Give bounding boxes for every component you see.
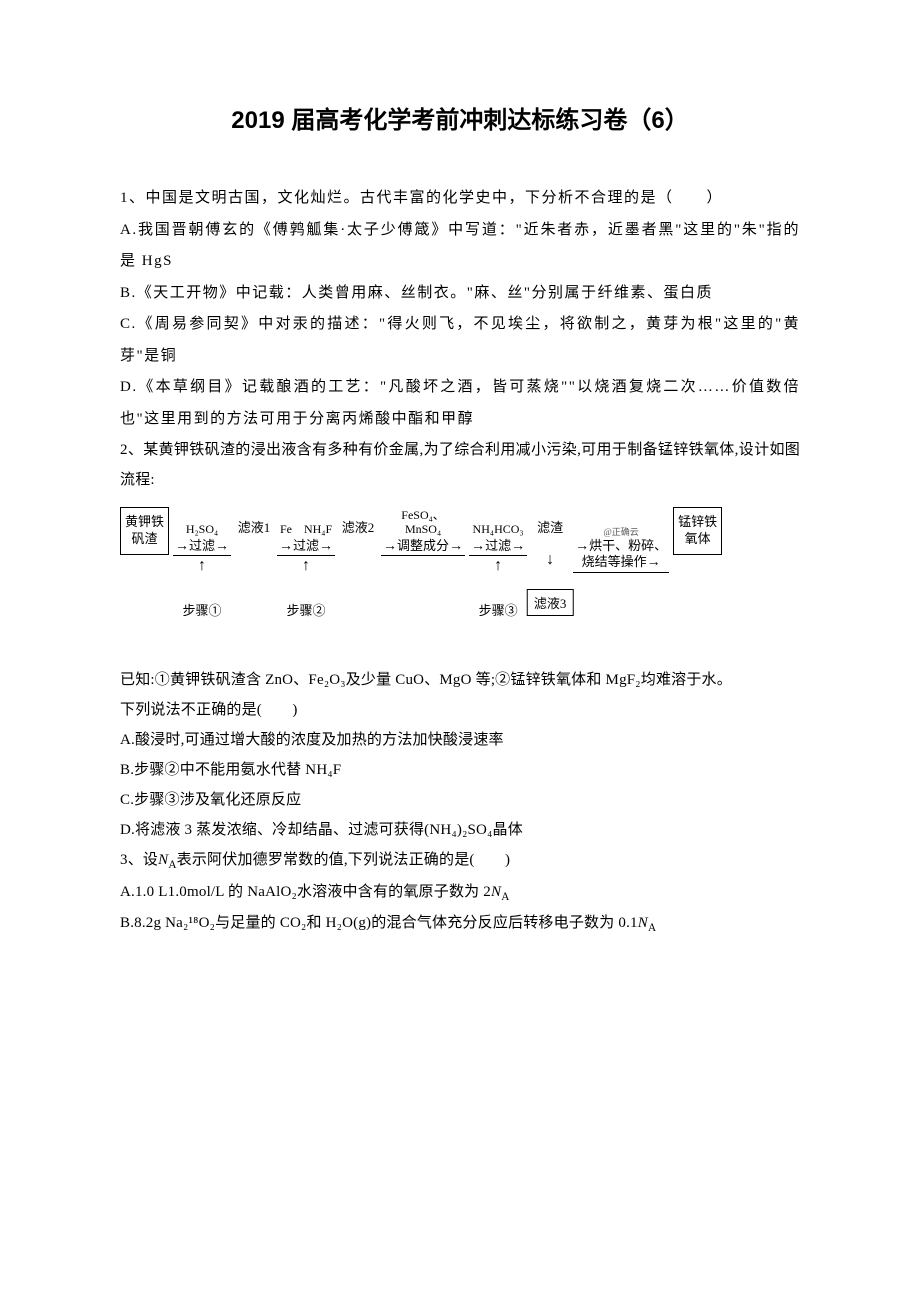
q1-C: C.《周易参同契》中对汞的描述："得火则飞，不见埃尘，将欲制之，黄芽为根"这里的… xyxy=(120,309,800,372)
filtrate1: 滤液1 xyxy=(235,507,273,536)
step1-bot: →过滤→ xyxy=(173,538,231,556)
q2-C: C.步骤③涉及氧化还原反应 xyxy=(120,785,800,815)
q2-stem: 2、某黄钾铁矾渣的浸出液含有多种有价金属,为了综合利用减小污染,可用于制备锰锌铁… xyxy=(120,435,800,495)
q1-stem: 1、中国是文明古国，文化灿烂。古代丰富的化学史中，下分析不合理的是（ ） xyxy=(120,183,800,215)
box1-l2: 矾渣 xyxy=(125,531,164,548)
q1-B: B.《天工开物》中记载：人类曾用麻、丝制衣。"麻、丝"分别属于纤维素、蛋白质 xyxy=(120,278,800,310)
filter-residue: 滤渣 ↓ 滤液3 xyxy=(531,507,569,536)
q2-A: A.酸浸时,可通过增大酸的浓度及加热的方法加快酸浸速率 xyxy=(120,725,800,755)
final-ops: →烘干、粉碎、 烧结等操作→ xyxy=(573,538,669,573)
step1-label: 步骤① xyxy=(183,600,222,619)
q2-ask: 下列说法不正确的是( ) xyxy=(120,695,800,725)
flow-diagram: 黄钾铁 矾渣 H₂SO₄ →过滤→ ↑ 步骤① 滤液1 Fe NH₄F →过滤→… xyxy=(120,507,800,619)
box1-l1: 黄钾铁 xyxy=(125,514,164,531)
box2-l2: 氧体 xyxy=(678,531,717,548)
diagram-step3: NH₄HCO₃ →过滤→ ↑ 步骤③ xyxy=(469,507,527,619)
page-title: 2019 届高考化学考前冲刺达标练习卷（6） xyxy=(120,100,800,135)
step3-top: NH₄HCO₃ xyxy=(473,507,524,537)
q1-D: D.《本草纲目》记载酿酒的工艺："凡酸坏之酒，皆可蒸烧""以烧酒复烧二次……价值… xyxy=(120,372,800,435)
watermark: @正确云 xyxy=(603,507,638,537)
diagram-box-input: 黄钾铁 矾渣 xyxy=(120,507,169,555)
adjust-bot: →调整成分→ xyxy=(381,538,465,556)
adjust-top: FeSO₄、 MnSO₄ xyxy=(401,507,445,537)
arrow-up-3: ↑ xyxy=(494,558,502,574)
step2-bot: →过滤→ xyxy=(277,538,335,556)
q3-stem: 3、设NA表示阿伏加德罗常数的值,下列说法正确的是( ) xyxy=(120,845,800,877)
diagram-step1: H₂SO₄ →过滤→ ↑ 步骤① xyxy=(173,507,231,619)
step2-top: Fe NH₄F xyxy=(280,507,332,537)
diagram-step2: Fe NH₄F →过滤→ ↑ 步骤② xyxy=(277,507,335,619)
q2-D: D.将滤液 3 蒸发浓缩、冷却结晶、过滤可获得(NH₄)₂SO₄晶体 xyxy=(120,815,800,845)
box2-l1: 锰锌铁 xyxy=(678,514,717,531)
q1-A: A.我国晋朝傅玄的《傅鹑觚集·太子少傅箴》中写道："近朱者赤，近墨者黑"这里的"… xyxy=(120,215,800,278)
arrow-up-2: ↑ xyxy=(302,558,310,574)
diagram-adjust: FeSO₄、 MnSO₄ →调整成分→ xyxy=(381,507,465,556)
q3-A: A.1.0 L1.0mol/L 的 NaAlO₂水溶液中含有的氧原子数为 2NA xyxy=(120,877,800,909)
filtrate3-box: 滤液3 xyxy=(527,589,574,616)
q2-B: B.步骤②中不能用氨水代替 NH₄F xyxy=(120,755,800,785)
arrow-up-1: ↑ xyxy=(198,558,206,574)
filtrate2: 滤液2 xyxy=(339,507,377,536)
step3-bot: →过滤→ xyxy=(469,538,527,556)
q3-B: B.8.2g Na₂¹⁸O₂与足量的 CO₂和 H₂O(g)的混合气体充分反应后… xyxy=(120,908,800,940)
step3-label: 步骤③ xyxy=(479,600,518,619)
q2-known: 已知:①黄钾铁矾渣含 ZnO、Fe₂O₃及少量 CuO、MgO 等;②锰锌铁氧体… xyxy=(120,665,800,695)
step1-top: H₂SO₄ xyxy=(186,507,218,537)
diagram-final-ops: @正确云 →烘干、粉碎、 烧结等操作→ xyxy=(573,507,669,573)
step2-label: 步骤② xyxy=(287,600,326,619)
diagram-box-output: 锰锌铁 氧体 xyxy=(673,507,722,555)
